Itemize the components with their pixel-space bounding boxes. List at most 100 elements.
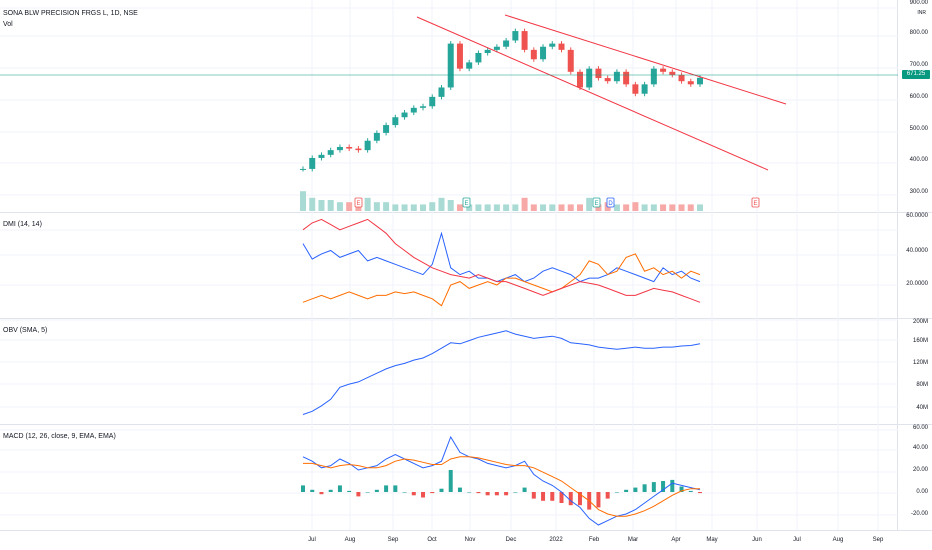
macd-tick: 60.00 <box>912 425 928 431</box>
volume-bar <box>438 197 445 211</box>
trendline-lower <box>416 16 769 171</box>
macd-histogram-bar <box>522 487 527 492</box>
obv-axis[interactable]: 200M 160M 120M 80M 40M <box>897 319 932 424</box>
price-tick: 500.00 <box>909 126 928 132</box>
macd-histogram-bar <box>550 492 555 501</box>
candle-body <box>392 117 399 126</box>
candle-body <box>641 84 648 94</box>
macd-histogram-bar <box>384 485 389 492</box>
volume-bar <box>493 204 500 211</box>
macd-histogram-bar <box>679 486 684 492</box>
time-tick: Aug <box>344 537 356 543</box>
macd-histogram-bar <box>596 492 601 508</box>
candle-body <box>540 46 547 60</box>
event-marker-label: E <box>464 201 468 207</box>
last-price-tag: 671.25 <box>902 70 930 79</box>
candle-body <box>687 81 694 85</box>
macd-label: MACD (12, 26, close, 9, EMA, EMA) <box>3 433 116 440</box>
macd-tick: 0.00 <box>916 489 928 495</box>
pane-separator[interactable] <box>0 424 932 425</box>
event-marker-label: E <box>753 201 757 207</box>
candle-body <box>567 49 574 72</box>
volume-bar <box>401 204 408 211</box>
obv-pane[interactable]: OBV (SMA, 5) <box>0 319 898 424</box>
macd-histogram-bar <box>541 492 546 501</box>
candle-body <box>318 154 325 158</box>
time-tick: Jun <box>752 537 762 543</box>
volume-bar <box>466 204 473 211</box>
macd-histogram-bar <box>365 492 370 493</box>
macd-histogram-bar <box>467 492 472 493</box>
pane-separator[interactable] <box>0 212 932 213</box>
candle-body <box>613 71 620 82</box>
volume-bar <box>364 197 371 211</box>
volume-bar <box>503 204 510 211</box>
volume-bar <box>613 204 620 211</box>
macd-histogram-bar <box>310 489 315 492</box>
volume-bar <box>586 197 593 211</box>
macd-histogram-bar <box>328 489 333 492</box>
volume-bar <box>512 204 519 211</box>
dmi-tick: 40.0000 <box>906 248 928 254</box>
macd-histogram-bar <box>568 492 573 506</box>
macd-histogram-bar <box>633 487 638 492</box>
volume-bar <box>383 202 390 211</box>
macd-histogram-bar <box>448 470 453 492</box>
volume-bar <box>521 197 528 211</box>
dmi-pane[interactable]: DMI (14, 14) <box>0 213 898 318</box>
volume-bar <box>410 204 417 211</box>
macd-histogram-bar <box>642 484 647 492</box>
candle-body <box>604 78 611 82</box>
macd-histogram-bar <box>504 492 509 496</box>
price-tick: 400.00 <box>909 157 928 163</box>
volume-bar <box>484 204 491 211</box>
dmi-axis[interactable]: 60.0000 40.0000 20.0000 <box>897 213 932 318</box>
volume-bar <box>641 204 648 211</box>
candle-body <box>576 71 583 88</box>
candle-body <box>558 43 565 50</box>
macd-tick: -20.00 <box>910 511 928 517</box>
obv-tick: 80M <box>916 382 928 388</box>
macd-histogram-bar <box>531 492 536 499</box>
dmi-tick: 20.0000 <box>906 281 928 287</box>
pane-separator[interactable] <box>0 530 932 531</box>
volume-bar <box>549 204 556 211</box>
pane-separator[interactable] <box>0 318 932 319</box>
time-tick: Dec <box>505 537 517 543</box>
candle-body <box>336 147 343 151</box>
candle-body <box>309 157 316 169</box>
macd-pane[interactable]: MACD (12, 26, close, 9, EMA, EMA) <box>0 425 898 530</box>
volume-bar <box>558 204 565 211</box>
adx-line <box>302 218 701 303</box>
macd-axis[interactable]: 60.00 40.00 20.00 0.00 -20.00 <box>897 425 932 530</box>
macd-histogram-bar <box>393 485 398 492</box>
macd-histogram-bar <box>476 492 481 494</box>
price-axis[interactable]: INR 900.00 800.00 700.00 600.00 500.00 4… <box>897 0 932 212</box>
candle-body <box>373 132 380 141</box>
price-pane[interactable]: SONA BLW PRECISION FRGS L, 1D, NSE Vol <box>0 0 898 212</box>
candle-body <box>484 49 491 53</box>
dmi-plus-line <box>302 231 701 283</box>
event-marker-box <box>592 197 601 208</box>
trendline-upper <box>504 14 787 105</box>
candle-body <box>660 68 667 72</box>
event-marker-label: E <box>594 201 598 207</box>
macd-signal-line <box>303 456 700 517</box>
volume-bar <box>623 204 630 211</box>
volume-bar <box>697 204 703 211</box>
candle-body <box>346 147 353 149</box>
candle-body <box>383 125 390 133</box>
candle-body <box>595 68 602 79</box>
price-tick: 600.00 <box>909 94 928 100</box>
candle-body <box>632 84 639 94</box>
obv-tick: 160M <box>912 338 928 344</box>
volume-bar <box>327 200 334 211</box>
candle-body <box>697 77 703 85</box>
macd-histogram-bar <box>577 492 582 506</box>
candle-body <box>401 112 408 118</box>
dmi-label: DMI (14, 14) <box>3 221 42 228</box>
candle-body <box>300 168 306 170</box>
event-marker-box <box>751 197 760 208</box>
macd-histogram-bar <box>411 492 416 496</box>
macd-histogram-bar <box>337 485 342 492</box>
